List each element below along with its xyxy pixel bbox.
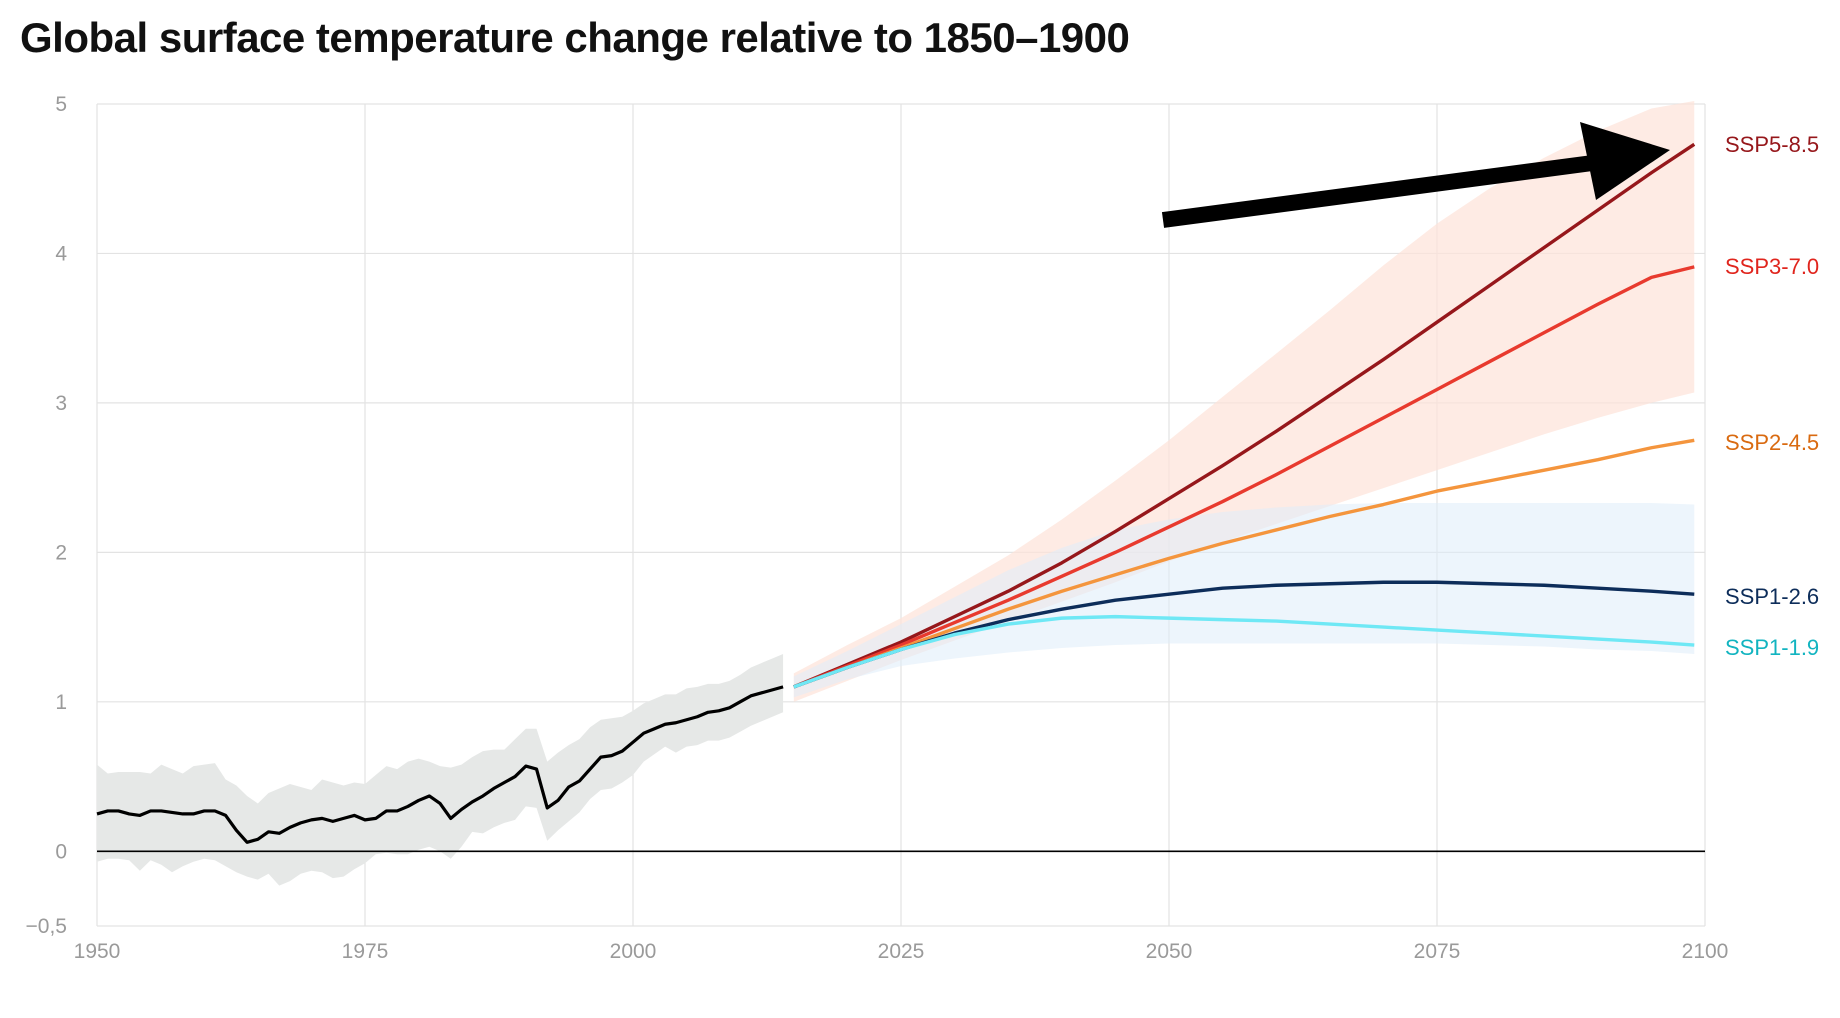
y-tick-label: 5 bbox=[55, 93, 67, 116]
uncertainty-band bbox=[793, 503, 1695, 698]
annotation-arrow-shaft bbox=[1161, 154, 1602, 228]
y-tick-label: −0,5 bbox=[26, 915, 67, 938]
chart-title: Global surface temperature change relati… bbox=[20, 14, 1130, 61]
historical-band bbox=[97, 653, 784, 886]
x-tick-label: 2025 bbox=[878, 940, 925, 963]
x-tick-label: 2050 bbox=[1146, 940, 1193, 963]
historical-line bbox=[96, 685, 784, 844]
x-tick-label: 2100 bbox=[1682, 940, 1729, 963]
uncertainty-band bbox=[793, 101, 1695, 702]
series-line-ssp2-4-5 bbox=[793, 438, 1695, 689]
series-line-ssp1-1-9 bbox=[793, 614, 1695, 689]
y-tick-label: 2 bbox=[55, 541, 67, 564]
series-label-ssp3-7-0: SSP3-7.0 bbox=[1725, 254, 1819, 279]
y-tick-label: 4 bbox=[55, 242, 67, 265]
x-tick-label: 1975 bbox=[342, 940, 389, 963]
series-label-ssp5-8-5: SSP5-8.5 bbox=[1725, 132, 1819, 157]
y-tick-label: 1 bbox=[55, 691, 67, 714]
x-tick-label: 2000 bbox=[610, 940, 657, 963]
y-tick-label: 0 bbox=[55, 840, 67, 863]
series-label-ssp1-2-6: SSP1-2.6 bbox=[1725, 584, 1819, 609]
series-line-ssp5-8-5 bbox=[793, 142, 1696, 689]
series-label-ssp1-1-9: SSP1-1.9 bbox=[1725, 635, 1819, 660]
annotation-arrow-head bbox=[1580, 122, 1670, 200]
series-line-ssp3-7-0 bbox=[793, 265, 1695, 689]
y-tick-label: 3 bbox=[55, 392, 67, 415]
x-tick-label: 2075 bbox=[1414, 940, 1461, 963]
series-label-ssp2-4-5: SSP2-4.5 bbox=[1725, 430, 1819, 455]
x-tick-label: 1950 bbox=[74, 940, 121, 963]
